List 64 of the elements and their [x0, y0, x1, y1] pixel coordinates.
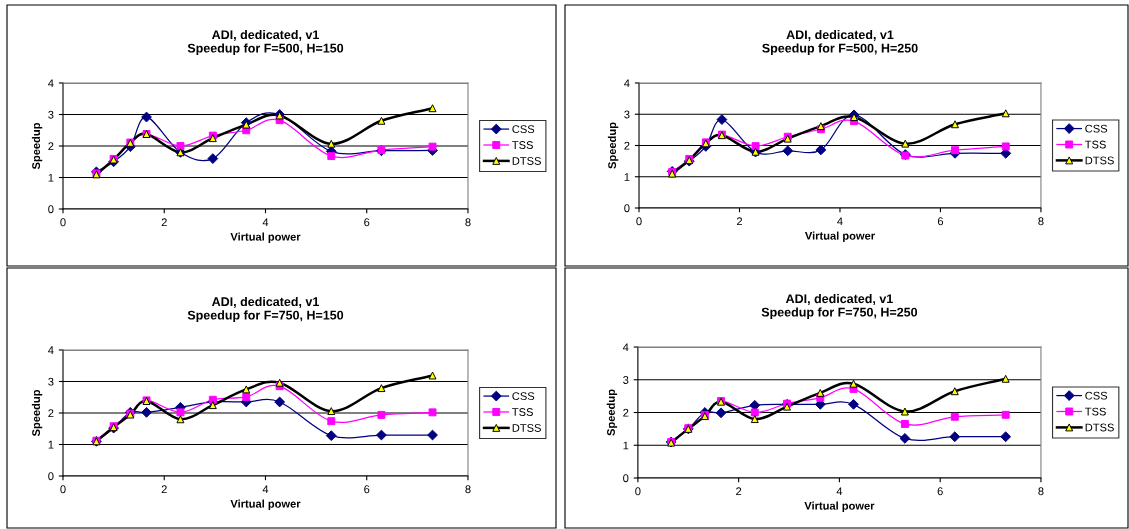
chart-title: ADI, dedicated, v1 Speedup for F=750, H=150 [187, 296, 344, 323]
legend-label: CSS [512, 125, 535, 134]
chart-title: ADI, dedicated, v1 Speedup for F=500, H=250 [762, 29, 918, 56]
x-tick-label: 8 [465, 485, 471, 494]
y-axis-title: Speedup [606, 389, 618, 436]
x-tick-label: 0 [60, 218, 66, 227]
x-axis-title: Virtual power [230, 499, 301, 510]
legend-label: DTSS [512, 424, 541, 432]
legend-label: TSS [512, 141, 533, 149]
y-tick-label: 4 [624, 79, 630, 88]
legend-label: CSS [1085, 124, 1108, 133]
x-tick-label: 0 [635, 487, 641, 496]
x-tick-label: 6 [364, 485, 370, 494]
y-axis-title: Speedup [31, 123, 43, 170]
x-tick-label: 0 [60, 485, 66, 494]
y-tick-label: 4 [622, 343, 629, 352]
x-tick-label: 2 [161, 485, 167, 494]
x-tick-label: 2 [736, 487, 742, 496]
x-tick-label: 0 [636, 217, 642, 226]
x-axis-title: Virtual power [230, 232, 301, 243]
legend-label: CSS [1085, 391, 1108, 400]
y-axis-title: Speedup [31, 389, 43, 437]
y-tick-label: 3 [624, 110, 630, 119]
x-tick-label: 4 [836, 487, 843, 496]
legend-label: TSS [512, 408, 533, 416]
y-axis-title: Speedup [607, 122, 619, 169]
y-tick-label: 0 [48, 205, 54, 214]
x-tick-label: 6 [937, 487, 943, 496]
legend-label: CSS [512, 392, 535, 401]
legend-label: TSS [1084, 140, 1106, 149]
chart-title: ADI, dedicated, v1 Speedup for F=500, H=150 [187, 29, 344, 56]
y-tick-label: 4 [48, 346, 54, 355]
y-tick-label: 2 [623, 408, 629, 417]
x-tick-label: 4 [837, 217, 843, 226]
x-tick-label: 6 [364, 218, 370, 227]
y-tick-label: 1 [48, 173, 54, 182]
x-tick-label: 4 [262, 485, 269, 494]
x-axis-title: Virtual power [804, 501, 875, 512]
legend-label: DTSS [512, 157, 541, 165]
x-tick-label: 6 [937, 217, 944, 226]
y-tick-label: 3 [623, 376, 629, 384]
x-tick-label: 8 [1038, 217, 1044, 226]
y-tick-label: 2 [48, 409, 54, 418]
legend-label: DTSS [1085, 423, 1114, 432]
x-axis-title: Virtual power [804, 231, 875, 242]
y-tick-label: 0 [48, 472, 54, 481]
chart-title: ADI, dedicated, v1 Speedup for F=750, H=250 [761, 293, 918, 320]
y-tick-label: 2 [624, 141, 630, 150]
y-tick-label: 0 [624, 204, 630, 213]
y-tick-label: 1 [48, 440, 54, 449]
x-tick-label: 2 [161, 218, 167, 227]
x-tick-label: 8 [465, 218, 471, 227]
x-tick-label: 4 [262, 218, 269, 227]
y-tick-label: 1 [623, 441, 629, 450]
x-tick-label: 8 [1038, 487, 1044, 496]
y-tick-label: 3 [48, 110, 54, 119]
x-tick-label: 2 [736, 217, 743, 226]
y-tick-label: 1 [624, 173, 630, 181]
y-tick-label: 2 [48, 142, 54, 151]
y-tick-label: 3 [48, 377, 54, 386]
legend-label: TSS [1085, 407, 1106, 416]
y-tick-label: 4 [48, 79, 54, 88]
y-tick-label: 0 [623, 474, 629, 483]
legend-label: DTSS [1085, 156, 1114, 165]
